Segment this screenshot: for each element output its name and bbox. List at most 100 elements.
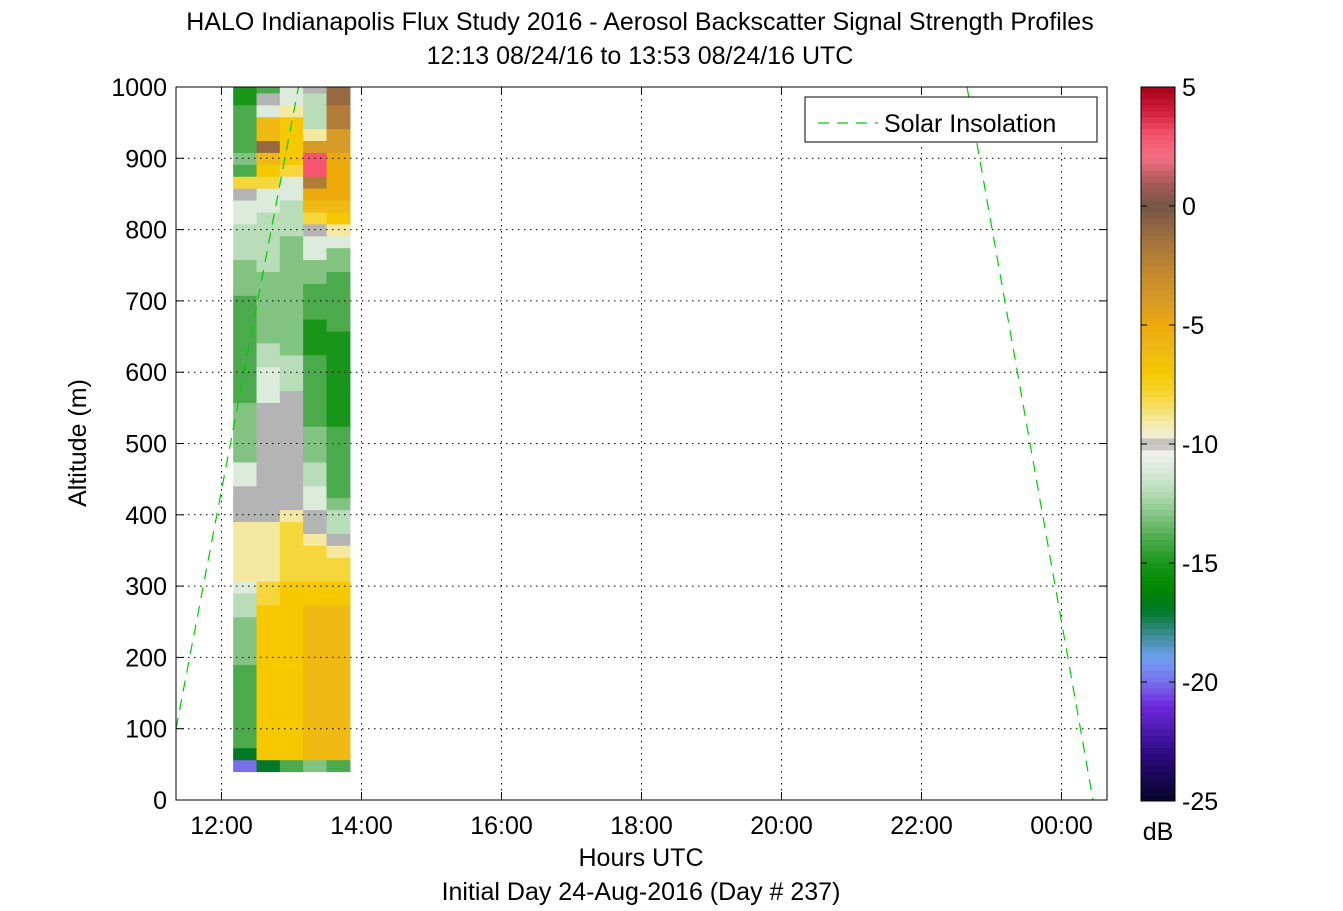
heatmap-cell: [279, 485, 304, 499]
heatmap-cell: [326, 485, 351, 499]
colorbar-cell: [1141, 206, 1175, 213]
colorbar-cell: [1141, 420, 1175, 427]
heatmap-cell: [303, 414, 328, 427]
colorbar-cell: [1141, 330, 1175, 338]
heatmap-cell: [233, 247, 258, 261]
y-axis-label: Altitude (m): [64, 379, 92, 507]
heatmap-cell: [326, 533, 351, 546]
colorbar-cell: [1141, 652, 1175, 659]
colorbar-cell: [1141, 503, 1175, 510]
heatmap-cell: [233, 735, 258, 749]
colorbar-cell: [1141, 122, 1175, 130]
colorbar-cell: [1141, 247, 1175, 255]
chart-title: HALO Indianapolis Flux Study 2016 - Aero…: [186, 8, 1093, 36]
heatmap-cell: [326, 521, 351, 534]
heatmap-cell: [279, 283, 304, 296]
heatmap-cell: [303, 652, 328, 665]
heatmap-cell: [326, 378, 351, 392]
legend-box: [804, 96, 1098, 143]
heatmap-cell: [233, 414, 258, 427]
colorbar-cell: [1141, 741, 1175, 748]
heatmap-cell: [233, 92, 258, 106]
colorbar-cell: [1141, 455, 1175, 463]
heatmap-cell: [303, 116, 328, 130]
colorbar-cell: [1141, 325, 1175, 332]
heatmap-cell: [326, 628, 351, 642]
heatmap-cell: [279, 580, 304, 594]
heatmap-cell: [233, 485, 258, 499]
colorbar-cell: [1141, 390, 1175, 397]
heatmap-cell: [303, 700, 328, 713]
heatmap-cell: [256, 497, 281, 511]
heatmap-cell: [303, 247, 328, 261]
colorbar-cell: [1141, 461, 1175, 469]
heatmap-cell: [279, 449, 304, 463]
colorbar-cell: [1141, 497, 1175, 504]
colorbar-label: dB: [1143, 818, 1174, 846]
heatmap-cell: [256, 247, 281, 261]
heatmap-cell: [326, 319, 351, 332]
heatmap-cell: [303, 330, 328, 344]
heatmap-cell: [303, 628, 328, 642]
colorbar-cell: [1141, 628, 1175, 635]
colorbar-cell: [1141, 438, 1175, 445]
heatmap-cell: [303, 545, 328, 558]
heatmap-cell: [326, 128, 351, 142]
heatmap-cell: [233, 378, 258, 392]
heatmap-cell: [279, 735, 304, 749]
heatmap-cell: [233, 628, 258, 642]
heatmap-cell: [326, 497, 351, 511]
colorbar-cell: [1141, 372, 1175, 380]
colorbar-cell: [1141, 777, 1175, 784]
colorbar-tick-label: -25: [1182, 788, 1218, 816]
heatmap-cell: [256, 426, 281, 439]
colorbar-cell: [1141, 87, 1175, 94]
colorbar-cell: [1141, 783, 1175, 790]
heatmap-cell: [256, 128, 281, 142]
heatmap-cell: [256, 735, 281, 749]
y-tick-label: 900: [125, 145, 167, 173]
heatmap-cell: [303, 378, 328, 392]
heatmap-cell: [303, 461, 328, 475]
colorbar-cell: [1141, 253, 1175, 261]
heatmap-cell: [303, 533, 328, 546]
x-tick-label: 14:00: [330, 812, 393, 840]
heatmap-cell: [233, 664, 258, 677]
colorbar-cell: [1141, 545, 1175, 552]
heatmap-cell: [279, 569, 304, 582]
colorbar-cell: [1141, 771, 1175, 778]
colorbar-cell: [1141, 670, 1175, 677]
heatmap-cell: [256, 723, 281, 737]
heatmap-cell: [279, 688, 304, 701]
colorbar-cell: [1141, 336, 1175, 344]
y-tick-label: 500: [125, 431, 167, 459]
heatmap-cell: [326, 92, 351, 106]
heatmap-cell: [303, 426, 328, 439]
colorbar-tick-label: 5: [1182, 74, 1196, 102]
heatmap-cell: [326, 735, 351, 749]
colorbar-cell: [1141, 592, 1175, 600]
heatmap-cell: [303, 604, 328, 618]
heatmap-cell: [256, 176, 281, 189]
heatmap-cell: [303, 521, 328, 534]
heatmap-cell: [326, 461, 351, 475]
heatmap-cell: [279, 473, 304, 487]
heatmap-cell: [256, 104, 281, 118]
heatmap-cell: [256, 604, 281, 618]
colorbar-cell: [1141, 646, 1175, 653]
heatmap-cell: [256, 569, 281, 582]
x-tick-label: 12:00: [190, 812, 253, 840]
colorbar-cell: [1141, 414, 1175, 421]
colorbar-cell: [1141, 735, 1175, 742]
heatmap-cell: [256, 664, 281, 677]
colorbar-cell: [1141, 426, 1175, 433]
heatmap-cell: [326, 211, 351, 225]
colorbar-tick-label: -10: [1182, 431, 1218, 459]
heatmap-cell: [233, 759, 258, 773]
heatmap-cell: [279, 188, 304, 201]
heatmap-cell: [233, 271, 258, 284]
heatmap-cell: [256, 438, 281, 451]
heatmap-cell: [233, 545, 258, 558]
heatmap-cell: [279, 747, 304, 761]
